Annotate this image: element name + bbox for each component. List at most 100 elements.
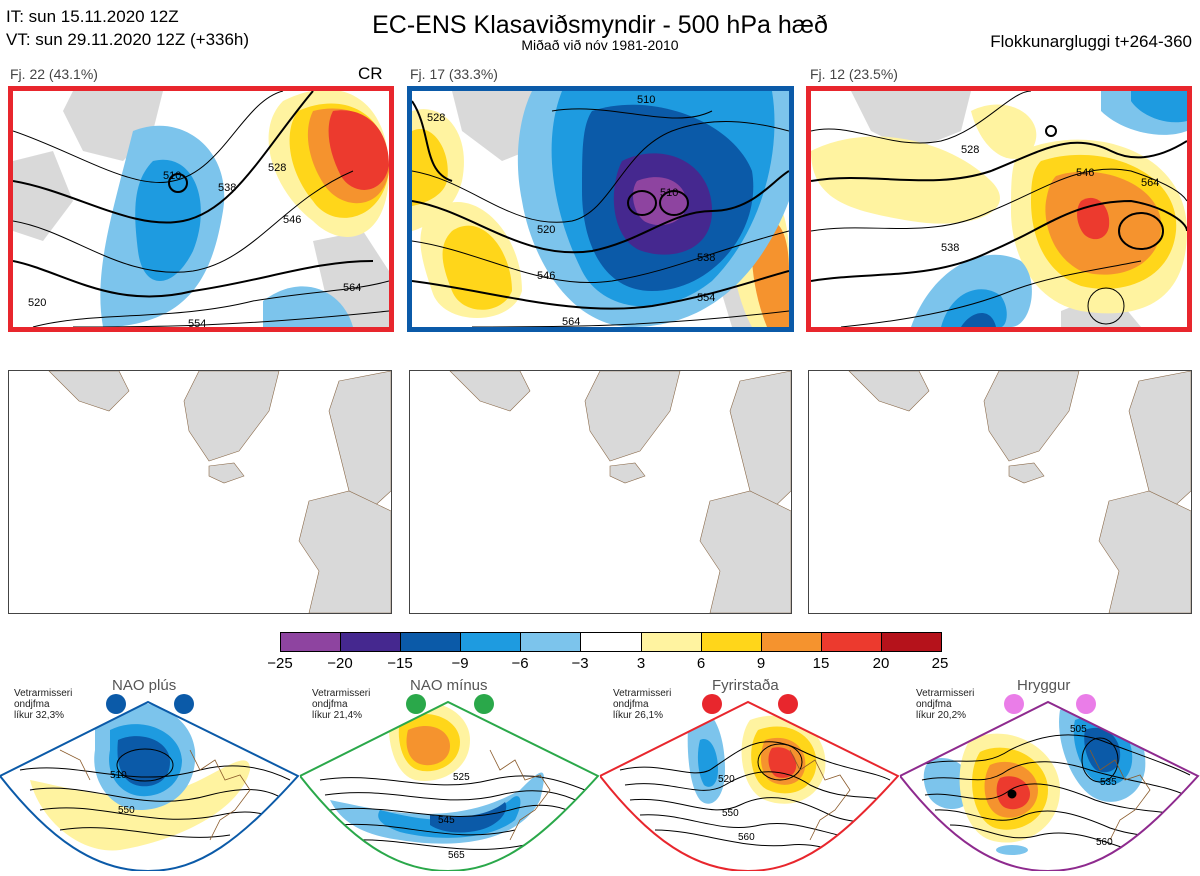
contour-label: 535 bbox=[1100, 777, 1117, 788]
colorbar-tick: −6 bbox=[511, 655, 529, 672]
colorbar-swatch bbox=[401, 633, 462, 651]
contour-label: 510 bbox=[110, 770, 127, 781]
colorbar-tick: 25 bbox=[931, 655, 949, 672]
contour-label: 528 bbox=[268, 162, 286, 174]
colorbar-swatch bbox=[761, 633, 822, 651]
page-title: EC-ENS Klasaviðsmyndir - 500 hPa hæð bbox=[372, 11, 828, 39]
contour-label: 560 bbox=[738, 832, 755, 843]
title-block: EC-ENS Klasaviðsmyndir - 500 hPa hæð Mið… bbox=[0, 12, 1200, 52]
contour-label: 550 bbox=[118, 805, 135, 816]
regime-note-line: Vetrarmisseri bbox=[312, 688, 371, 699]
contour-label: 538 bbox=[697, 252, 715, 264]
contour-label: 565 bbox=[448, 850, 465, 861]
cluster-1-tag: CR bbox=[358, 64, 383, 83]
contour-label: 510 bbox=[163, 170, 181, 182]
regime-1-dot-right bbox=[174, 694, 194, 714]
init-time: IT: sun 15.11.2020 12Z bbox=[6, 7, 179, 26]
colorbar-swatch bbox=[581, 633, 642, 651]
colorbar-tick: −3 bbox=[571, 655, 589, 672]
regime-1-map: 510 550 bbox=[0, 690, 300, 873]
regime-4-note: Vetrarmisseri ondjfma líkur 20,2% bbox=[916, 688, 974, 721]
regime-3-map: 520 550 560 bbox=[598, 690, 900, 873]
contour-label: 554 bbox=[697, 292, 715, 304]
regime-note-line: ondjfma bbox=[613, 699, 649, 710]
colorbar-tick: 6 bbox=[696, 655, 706, 672]
contour-label: 520 bbox=[537, 224, 555, 236]
contour-label: 520 bbox=[718, 774, 735, 785]
cluster-2-label: Fj. 17 (33.3%) bbox=[410, 66, 498, 82]
colorbar-swatch bbox=[641, 633, 702, 651]
contour-label: 546 bbox=[537, 270, 555, 282]
regime-1-title: NAO plús bbox=[112, 677, 177, 694]
regime-1-note: Vetrarmisseri ondjfma líkur 32,3% bbox=[14, 688, 72, 721]
contour-label: 525 bbox=[453, 772, 470, 783]
regime-note-line: ondjfma bbox=[312, 699, 348, 710]
contour-label: 564 bbox=[562, 316, 580, 327]
regime-3-note: Vetrarmisseri ondjfma líkur 26,1% bbox=[613, 688, 671, 721]
colorbar-tick: −9 bbox=[451, 655, 469, 672]
regime-4-dot-left bbox=[1004, 694, 1024, 714]
colorbar-swatch bbox=[881, 633, 942, 651]
regime-3-dot-left bbox=[702, 694, 722, 714]
regime-3-title: Fyrirstaða bbox=[712, 677, 779, 694]
colorbar-tick: 20 bbox=[872, 655, 890, 672]
regime-note-line: Vetrarmisseri bbox=[916, 688, 975, 699]
contour-label: 528 bbox=[427, 112, 445, 124]
regime-note-line: ondjfma bbox=[916, 699, 952, 710]
contour-label: 560 bbox=[1096, 837, 1113, 848]
colorbar-swatch bbox=[521, 633, 582, 651]
colorbar-tick: −15 bbox=[387, 655, 413, 672]
regime-4-dot-right bbox=[1076, 694, 1096, 714]
regime-2-map: 525 545 565 bbox=[298, 690, 600, 873]
regime-4-map: 505 535 560 bbox=[898, 690, 1200, 873]
colorbar-swatch bbox=[281, 633, 342, 651]
contour-label: 545 bbox=[438, 815, 455, 826]
colorbar-swatch bbox=[701, 633, 762, 651]
regime-2-dot-left bbox=[406, 694, 426, 714]
regime-note-line: líkur 21,4% bbox=[312, 710, 363, 721]
contour-label: 538 bbox=[218, 182, 236, 194]
colorbar-tick: −25 bbox=[267, 655, 293, 672]
contour-label: 564 bbox=[343, 282, 361, 294]
cluster-map-3: 528 538 546 564 bbox=[806, 86, 1192, 332]
valid-time: VT: sun 29.11.2020 12Z (+336h) bbox=[6, 30, 250, 49]
contour-label: 510 bbox=[637, 94, 655, 106]
empty-map-3 bbox=[808, 370, 1192, 614]
contour-label: 538 bbox=[941, 242, 959, 254]
contour-label: 505 bbox=[1070, 724, 1087, 735]
classification-window: Flokkunargluggi t+264-360 bbox=[990, 32, 1192, 51]
regime-note-line: Vetrarmisseri bbox=[14, 688, 73, 699]
colorbar-tick: 3 bbox=[636, 655, 646, 672]
colorbar-swatch bbox=[461, 633, 522, 651]
regime-4-title: Hryggur bbox=[1017, 677, 1071, 694]
contour-label: 554 bbox=[188, 318, 206, 327]
colorbar-tick: 9 bbox=[756, 655, 766, 672]
colorbar-swatch bbox=[821, 633, 882, 651]
cluster-3-label: Fj. 12 (23.5%) bbox=[810, 66, 898, 82]
regime-note-line: Vetrarmisseri bbox=[613, 688, 672, 699]
regime-2-dot-right bbox=[474, 694, 494, 714]
colorbar-swatch bbox=[341, 633, 402, 651]
contour-label: 520 bbox=[28, 297, 46, 309]
regime-note-line: líkur 32,3% bbox=[14, 710, 65, 721]
regime-note-line: líkur 26,1% bbox=[613, 710, 664, 721]
regime-2-note: Vetrarmisseri ondjfma líkur 21,4% bbox=[312, 688, 370, 721]
contour-label: 564 bbox=[1141, 177, 1159, 189]
colorbar bbox=[280, 632, 942, 652]
regime-note-line: líkur 20,2% bbox=[916, 710, 967, 721]
regime-2-title: NAO mínus bbox=[410, 677, 488, 694]
contour-label: 546 bbox=[283, 214, 301, 226]
cluster-map-1: 510 520 528 538 546 554 564 bbox=[8, 86, 394, 332]
contour-label: 546 bbox=[1076, 167, 1094, 179]
empty-map-2 bbox=[409, 370, 792, 614]
regime-note-line: ondjfma bbox=[14, 699, 50, 710]
regime-1-dot-left bbox=[106, 694, 126, 714]
colorbar-tick: 15 bbox=[812, 655, 830, 672]
contour-label: 550 bbox=[722, 808, 739, 819]
colorbar-tick: −20 bbox=[327, 655, 353, 672]
cluster-1-label: Fj. 22 (43.1%) bbox=[10, 66, 98, 82]
regime-3-dot-right bbox=[778, 694, 798, 714]
contour-label: 510 bbox=[660, 187, 678, 199]
page-subtitle: Miðað við nóv 1981-2010 bbox=[521, 37, 679, 53]
contour-label: 528 bbox=[961, 144, 979, 156]
